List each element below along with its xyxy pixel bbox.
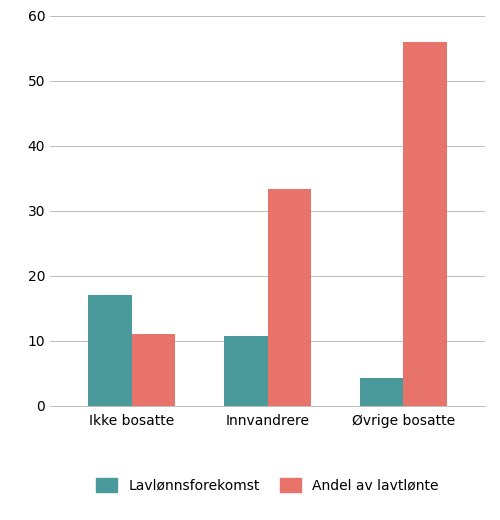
Bar [132,334,175,406]
Bar [404,42,447,406]
Bar [360,378,404,406]
Bar [224,336,268,406]
Legend: Lavlønnsforekomst, Andel av lavtlønte: Lavlønnsforekomst, Andel av lavtlønte [90,471,446,500]
Bar [268,189,311,406]
Bar [88,295,132,406]
